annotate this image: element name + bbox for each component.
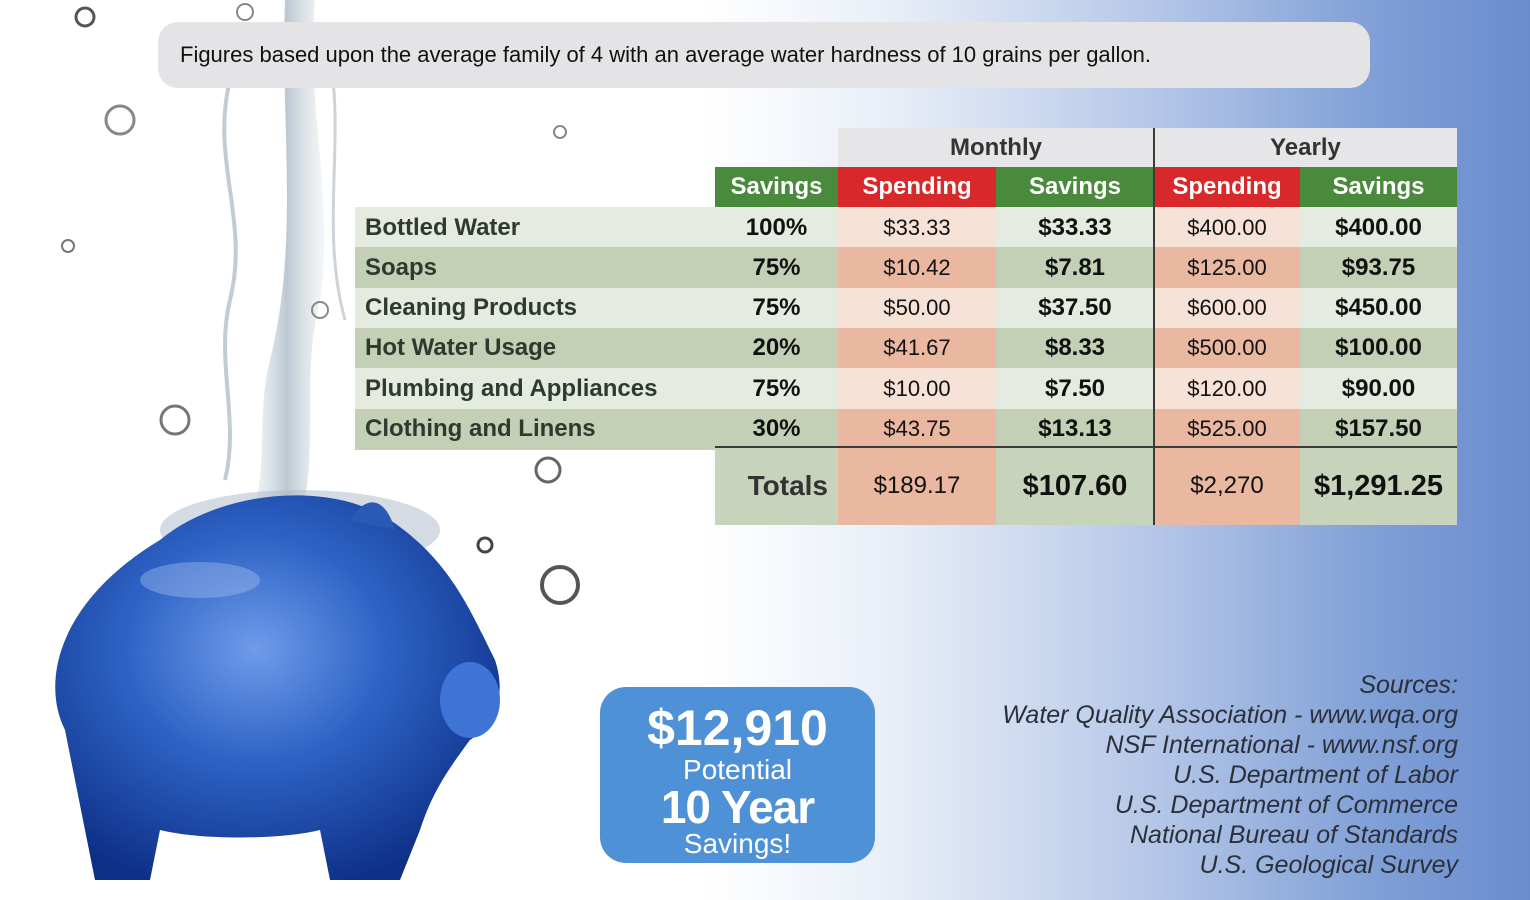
source-item: U.S. Department of Labor	[1173, 761, 1458, 789]
totals-yearly-spending: $2,270	[1154, 447, 1300, 525]
row-monthly-spending: $33.33	[838, 207, 996, 248]
row-yearly-savings: $400.00	[1300, 207, 1457, 248]
table-divider-vertical	[1153, 128, 1155, 525]
row-monthly-savings: $13.13	[996, 408, 1154, 450]
row-savings-pct: 75%	[715, 247, 838, 289]
row-yearly-spending: $400.00	[1154, 207, 1300, 248]
source-item: Water Quality Association - www.wqa.org	[1002, 701, 1458, 729]
disclaimer-note: Figures based upon the average family of…	[158, 22, 1370, 88]
row-label: Cleaning Products	[355, 287, 715, 329]
row-monthly-spending: $10.00	[838, 368, 996, 410]
totals-yearly-savings: $1,291.25	[1300, 447, 1457, 525]
row-yearly-spending: $600.00	[1154, 287, 1300, 329]
sources-title: Sources:	[1359, 671, 1458, 699]
row-label: Bottled Water	[355, 207, 715, 248]
row-yearly-spending: $125.00	[1154, 247, 1300, 289]
row-savings-pct: 100%	[715, 207, 838, 248]
badge-amount: $12,910	[647, 700, 828, 756]
col-header-yearly-spending: Spending	[1154, 167, 1300, 207]
row-label: Clothing and Linens	[355, 408, 715, 450]
source-item: U.S. Department of Commerce	[1114, 791, 1458, 819]
row-savings-pct: 75%	[715, 287, 838, 329]
row-monthly-savings: $33.33	[996, 207, 1154, 248]
piggy-bank-illustration	[55, 0, 580, 880]
group-header-monthly: Monthly	[838, 128, 1154, 167]
source-item: NSF International - www.nsf.org	[1105, 731, 1458, 759]
row-yearly-spending: $500.00	[1154, 327, 1300, 369]
row-yearly-spending: $525.00	[1154, 408, 1300, 450]
row-label: Hot Water Usage	[355, 327, 715, 369]
row-label: Soaps	[355, 247, 715, 289]
row-yearly-spending: $120.00	[1154, 368, 1300, 410]
piggy-bank-icon	[55, 490, 500, 880]
row-monthly-savings: $37.50	[996, 287, 1154, 329]
row-savings-pct: 75%	[715, 368, 838, 410]
row-label: Plumbing and Appliances	[355, 368, 715, 410]
row-monthly-savings: $7.50	[996, 368, 1154, 410]
totals-label: Totals	[715, 447, 838, 525]
source-item: U.S. Geological Survey	[1199, 851, 1458, 879]
row-monthly-spending: $41.67	[838, 327, 996, 369]
badge-line2: 10 Year	[660, 781, 815, 833]
source-item: National Bureau of Standards	[1130, 821, 1458, 849]
col-header-yearly-savings: Savings	[1300, 167, 1457, 207]
row-yearly-savings: $90.00	[1300, 368, 1457, 410]
table-divider-totals	[715, 446, 1457, 448]
badge-line1: Potential	[683, 754, 792, 785]
water-stream-icon	[61, 0, 580, 605]
row-monthly-savings: $7.81	[996, 247, 1154, 289]
group-header-yearly: Yearly	[1154, 128, 1457, 167]
row-monthly-savings: $8.33	[996, 327, 1154, 369]
ten-year-savings-badge: $12,910 Potential 10 Year Savings!	[600, 687, 875, 863]
row-yearly-savings: $93.75	[1300, 247, 1457, 289]
col-header-monthly-savings: Savings	[996, 167, 1154, 207]
row-monthly-spending: $10.42	[838, 247, 996, 289]
col-header-savings-pct: Savings	[715, 167, 838, 207]
row-savings-pct: 20%	[715, 327, 838, 369]
row-yearly-savings: $100.00	[1300, 327, 1457, 369]
totals-monthly-savings: $107.60	[996, 447, 1154, 525]
row-monthly-spending: $50.00	[838, 287, 996, 329]
row-savings-pct: 30%	[715, 408, 838, 450]
totals-monthly-spending: $189.17	[838, 447, 996, 525]
sources-list: Sources: Water Quality Association - www…	[1002, 670, 1458, 880]
col-header-monthly-spending: Spending	[838, 167, 996, 207]
row-yearly-savings: $450.00	[1300, 287, 1457, 329]
row-yearly-savings: $157.50	[1300, 408, 1457, 450]
badge-line3: Savings!	[683, 828, 792, 859]
row-monthly-spending: $43.75	[838, 408, 996, 450]
